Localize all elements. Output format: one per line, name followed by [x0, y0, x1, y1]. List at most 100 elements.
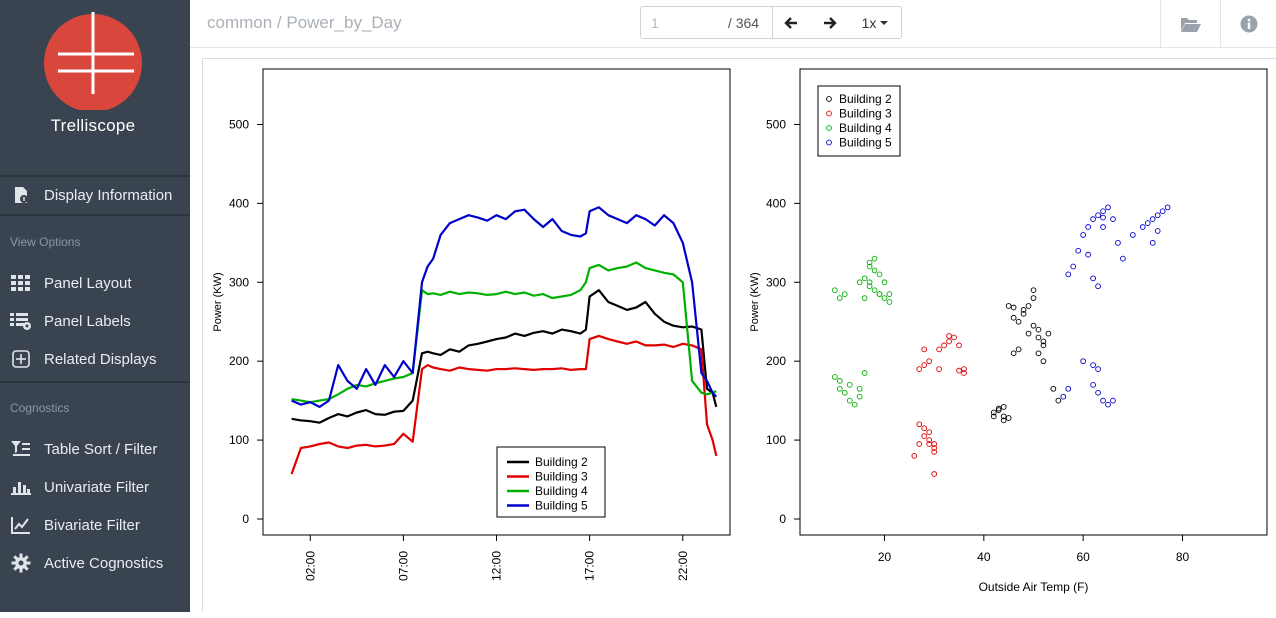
scatter-point-building-2	[1000, 417, 1007, 424]
scatter-point-building-5	[1154, 212, 1161, 219]
scatter-point-building-5	[1095, 283, 1101, 290]
scatter-point-building-5	[1090, 216, 1096, 222]
logo-mark-icon	[44, 12, 142, 112]
scatter-point-building-4	[831, 287, 838, 294]
scatter-point-building-3	[931, 471, 938, 477]
y-tick-label: 200	[766, 354, 786, 368]
sidebar-item-panel-labels[interactable]: Panel Labels	[0, 304, 190, 338]
series-line-building-2	[291, 289, 718, 424]
scatter-point-building-2	[1005, 303, 1012, 309]
scatter-point-building-5	[1120, 255, 1126, 262]
scatter-point-building-5	[1100, 208, 1106, 215]
scatter-point-building-2	[1020, 310, 1027, 317]
scatter-point-building-3	[956, 367, 962, 374]
scatter-point-building-3	[911, 453, 918, 459]
sidebar-item-table-sort-filter[interactable]: Table Sort / Filter	[0, 432, 190, 466]
folder-open-icon	[1180, 17, 1201, 32]
scatter-point-building-5	[1095, 366, 1101, 372]
sidebar-item-label: Bivariate Filter	[44, 516, 140, 534]
scatter-point-building-4	[881, 279, 888, 286]
sidebar-item-display-information[interactable]: Display Information	[0, 178, 190, 212]
y-tick-label: 100	[229, 433, 249, 447]
sidebar-item-related-displays[interactable]: Related Displays	[0, 342, 190, 376]
zoom-value: 1x	[861, 14, 877, 31]
scatter-point-building-5	[1095, 212, 1101, 219]
sidebar-item-label: Table Sort / Filter	[44, 440, 158, 458]
scatter-point-building-4	[866, 283, 873, 290]
scatter-point-building-3	[926, 437, 933, 443]
y-tick-label: 300	[766, 275, 786, 289]
y-tick-label: 500	[766, 117, 786, 131]
y-tick-label: 300	[229, 275, 249, 289]
scatter-point-building-4	[871, 267, 878, 274]
list-gear-icon	[10, 311, 32, 331]
legend-swatch	[826, 125, 832, 131]
scatter-point-building-5	[1080, 232, 1087, 238]
scatter-point-building-3	[921, 362, 928, 368]
series-line-building-5	[291, 206, 718, 408]
sidebar-item-label: Univariate Filter	[44, 478, 150, 496]
scatter-point-building-5	[1100, 214, 1106, 221]
open-folder-button[interactable]	[1160, 0, 1220, 47]
sidebar-item-active-cognostics[interactable]: Active Cognostics	[0, 546, 190, 580]
sidebar-item-panel-layout[interactable]: Panel Layout	[0, 266, 190, 300]
page-number-input[interactable]	[640, 6, 716, 39]
scatter-point-building-4	[856, 279, 863, 286]
scatter-point-building-3	[936, 346, 942, 353]
scatter-point-building-2	[1040, 358, 1047, 365]
scatter-point-building-2	[995, 405, 1002, 412]
scatter-point-building-2	[1020, 307, 1027, 313]
scatter-point-building-4	[881, 295, 888, 301]
y-tick-label: 500	[229, 117, 249, 131]
x-tick-label: 20	[878, 550, 892, 564]
sidebar-item-label: Related Displays	[44, 350, 157, 368]
scatter-point-building-2	[1025, 303, 1032, 309]
sidebar-item-label: Display Information	[44, 186, 173, 204]
gear-icon	[10, 553, 32, 573]
table-filter-icon	[10, 439, 32, 459]
scatter-point-building-2	[1030, 322, 1037, 329]
y-axis-label: Power (KW)	[212, 272, 224, 331]
view-options-header: View Options	[10, 235, 81, 249]
legend-label: Building 4	[839, 121, 892, 135]
previous-page-button[interactable]	[772, 6, 810, 39]
scatter-point-building-3	[946, 338, 952, 345]
sidebar-item-bivariate-filter[interactable]: Bivariate Filter	[0, 508, 190, 542]
scatter-point-building-4	[841, 291, 848, 297]
next-page-button[interactable]	[809, 6, 851, 39]
arrow-right-icon	[823, 16, 837, 29]
sidebar-item-univariate-filter[interactable]: Univariate Filter	[0, 470, 190, 504]
scatter-point-building-3	[951, 334, 957, 341]
info-button[interactable]	[1220, 0, 1276, 47]
trelliscope-logo[interactable]: Trelliscope	[0, 0, 190, 165]
scatter-point-building-3	[941, 342, 947, 349]
scatter-point-building-2	[1035, 326, 1042, 333]
legend-label: Building 2	[535, 455, 588, 469]
scatter-point-building-4	[866, 259, 873, 266]
scatter-point-building-4	[836, 385, 843, 392]
zoom-dropdown[interactable]: 1x	[850, 6, 902, 39]
legend-swatch	[826, 139, 832, 146]
scatter-point-building-4	[866, 263, 873, 270]
grid-icon	[10, 273, 32, 293]
scatter-point-building-2	[1050, 385, 1057, 392]
x-tick-label: 40	[977, 550, 991, 564]
scatter-point-building-5	[1129, 232, 1136, 238]
scatter-point-building-5	[1164, 204, 1171, 211]
scatter-point-building-2	[990, 413, 997, 420]
scatter-point-building-4	[851, 401, 858, 408]
breadcrumb: common / Power_by_Day	[207, 13, 402, 32]
bar-chart-icon	[10, 477, 32, 497]
scatter-point-building-2	[1000, 404, 1007, 410]
legend-label: Building 5	[839, 136, 892, 150]
info-icon	[1240, 15, 1257, 32]
scatter-point-building-3	[926, 358, 933, 365]
scatter-point-building-5	[1149, 216, 1156, 222]
plus-square-icon	[10, 349, 32, 369]
scatter-point-building-2	[1010, 314, 1017, 321]
scatter-point-building-5	[1065, 271, 1072, 278]
cognostics-header: Cognostics	[10, 401, 70, 415]
legend-label: Building 5	[535, 499, 588, 513]
legend-label: Building 2	[839, 92, 892, 106]
